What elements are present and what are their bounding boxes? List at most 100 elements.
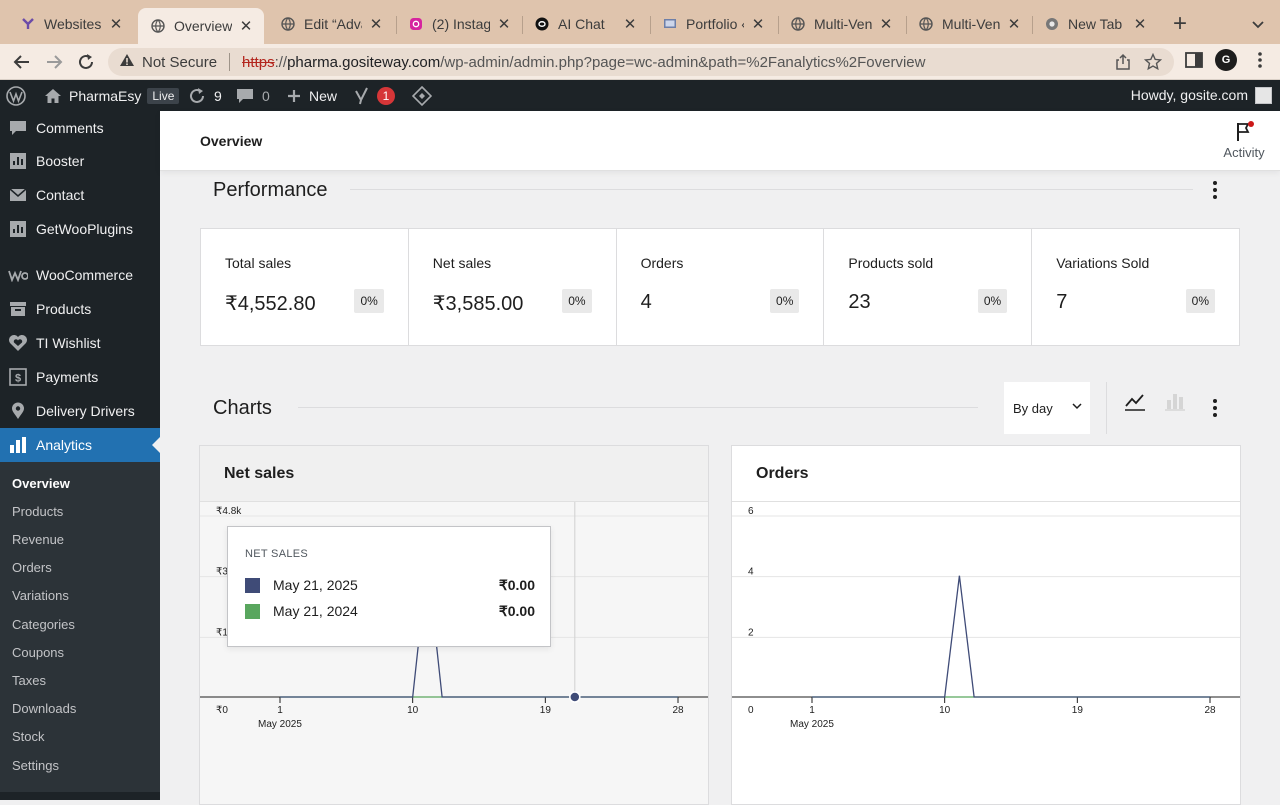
x-tick-label: 19 [540,705,552,716]
submenu-overview[interactable]: Overview [12,476,70,491]
stat-label: Variations Sold [1056,255,1150,271]
new-content-link[interactable]: New [287,80,337,111]
profile-avatar[interactable]: G [1215,49,1237,71]
submenu-taxes[interactable]: Taxes [12,673,46,688]
user-avatar[interactable] [1255,87,1272,104]
stat-delta-badge: 0% [354,289,384,313]
howdy-account-link[interactable]: Howdy, gosite.com [1130,87,1248,103]
submenu-products[interactable]: Products [12,504,64,519]
sidebar-item-label: Payments [36,369,99,385]
comments-link[interactable]: 0 [236,80,270,111]
url-text: https://pharma.gositeway.com/wp-admin/ad… [242,54,925,71]
sidebar-item-contact[interactable]: Contact [0,178,160,212]
diamond-link[interactable] [412,80,432,111]
reload-button[interactable] [74,50,98,74]
arrow-left-icon [13,55,29,69]
new-tab-button[interactable]: + [1172,10,1187,37]
stat-card-total-sales[interactable]: Total sales ₹4,552.80 0% [201,229,409,345]
series-line-current [812,575,1210,698]
sidebar-item-payments[interactable]: $ Payments [0,360,160,394]
x-tick-label: 28 [1204,705,1216,716]
submenu-orders[interactable]: Orders [12,560,52,575]
booster-icon [0,152,36,170]
globe-icon [790,16,806,32]
bookmark-star-icon[interactable] [1143,52,1163,71]
stat-card-net-sales[interactable]: Net sales ₹3,585.00 0% [409,229,617,345]
browser-tab[interactable]: New Tab ✕ [1032,8,1158,40]
new-label: New [309,87,338,104]
sidebar-item-woocommerce[interactable]: WooCommerce [0,258,160,292]
x-tick-label: 28 [672,705,684,716]
close-icon[interactable]: ✕ [751,16,765,33]
close-icon[interactable]: ✕ [369,16,383,33]
sidebar-item-getwooplugins[interactable]: GetWooPlugins [0,212,160,246]
browser-tab[interactable]: Edit “Advan ✕ [268,8,394,40]
submenu-categories[interactable]: Categories [12,617,75,632]
stat-label: Orders [640,255,684,271]
submenu-downloads[interactable]: Downloads [12,701,77,716]
reload-icon [79,54,93,69]
sidebar-item-booster[interactable]: Booster [0,144,160,178]
submenu-stock[interactable]: Stock [12,729,45,744]
comment-icon [236,88,254,104]
browser-tab[interactable]: AI Chat ✕ [522,8,648,40]
warning-icon[interactable] [118,53,136,71]
site-name-link[interactable]: PharmaEsy Live [44,80,180,111]
browser-tab[interactable]: (2) Instagra ✕ [396,8,522,40]
bar-chart-toggle-icon[interactable] [1164,388,1186,414]
tooltip-value: ₹0.00 [498,603,535,619]
submenu-variations[interactable]: Variations [12,588,69,603]
site-name: PharmaEsy [69,87,142,104]
activity-button[interactable]: Activity [1220,121,1268,160]
side-panel-icon[interactable] [1184,50,1204,70]
close-icon[interactable]: ✕ [109,16,123,33]
stat-card-orders[interactable]: Orders 4 0% [617,229,825,345]
address-bar[interactable]: Not Secure https://pharma.gositeway.com/… [108,48,1174,76]
sidebar-item-products[interactable]: Products [0,292,160,326]
updates-link[interactable]: 9 [188,80,222,111]
orders-chart[interactable]: 0 2 4 6 1 10 19 28 May 2025 [732,502,1240,748]
back-button[interactable] [10,50,34,74]
close-icon[interactable]: ✕ [239,18,253,35]
close-icon[interactable]: ✕ [1133,16,1147,33]
ai-chat-icon [534,16,550,32]
orders-chart-card[interactable]: Orders 0 2 4 6 1 10 19 28 May 2025 [731,445,1241,805]
tab-label: Websites | [44,16,102,32]
y-tick-label: 6 [748,506,754,517]
tooltip-row: May 21, 2024 ₹0.00 [245,603,535,623]
tab-separator [396,16,397,34]
performance-cards: Total sales ₹4,552.80 0% Net sales ₹3,58… [200,228,1240,346]
sidebar-item-analytics[interactable]: Analytics [0,428,160,462]
interval-select[interactable]: By day [1004,382,1090,434]
kebab-menu-icon[interactable] [1250,50,1270,70]
stat-card-products-sold[interactable]: Products sold 23 0% [824,229,1033,345]
browser-toolbar: Not Secure https://pharma.gositeway.com/… [0,44,1280,80]
browser-tab-active[interactable]: Overview ‹ ✕ [138,8,264,44]
browser-tab[interactable]: Websites | ✕ [8,8,134,40]
tab-separator [650,16,651,34]
browser-tab[interactable]: Portfolio ‹ ✕ [650,8,776,40]
close-icon[interactable]: ✕ [1007,16,1021,33]
forward-button[interactable] [42,50,66,74]
submenu-coupons[interactable]: Coupons [12,645,65,660]
close-icon[interactable]: ✕ [879,16,893,33]
submenu-settings[interactable]: Settings [12,758,59,773]
plus-icon [287,89,301,103]
charts-more-icon[interactable] [1205,398,1225,418]
performance-more-icon[interactable] [1205,180,1225,200]
browser-tab[interactable]: Multi-Vend ✕ [906,8,1032,40]
tab-label: Edit “Advan [304,16,362,32]
wordpress-logo-button[interactable] [6,80,26,111]
tab-search-icon[interactable] [1248,12,1268,36]
close-icon[interactable]: ✕ [497,16,511,33]
browser-tab[interactable]: Multi-Vend ✕ [778,8,904,40]
submenu-revenue[interactable]: Revenue [12,532,65,547]
yoast-seo-link[interactable]: 1 [353,80,395,111]
share-icon[interactable] [1114,53,1132,71]
sidebar-item-ti-wishlist[interactable]: TI Wishlist [0,326,160,360]
sidebar-item-delivery-drivers[interactable]: Delivery Drivers [0,394,160,428]
sidebar-item-comments[interactable]: Comments [0,111,160,145]
close-icon[interactable]: ✕ [623,16,637,33]
line-chart-toggle-icon[interactable] [1124,388,1146,414]
stat-card-variations-sold[interactable]: Variations Sold 7 0% [1032,229,1239,345]
